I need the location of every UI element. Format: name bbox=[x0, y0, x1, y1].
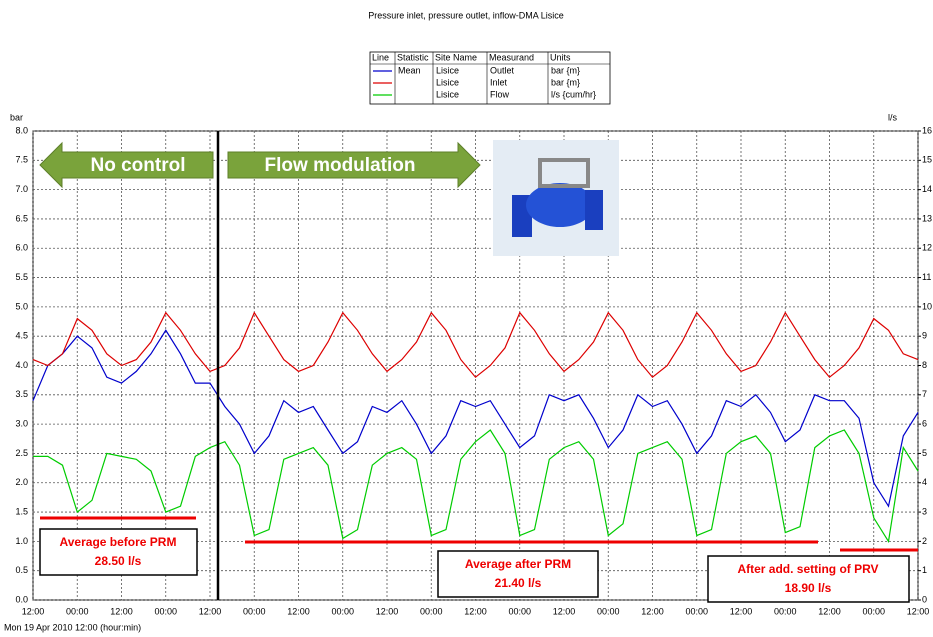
y-tick-label: 2.0 bbox=[15, 477, 28, 487]
y2-tick-label: 13 bbox=[922, 213, 932, 223]
y2-tick-label: 10 bbox=[922, 301, 932, 311]
x-tick-label: 12:00 bbox=[376, 606, 399, 616]
legend-header: Units bbox=[550, 52, 571, 62]
y-tick-label: 4.0 bbox=[15, 360, 28, 370]
x-tick-label: 12:00 bbox=[641, 606, 664, 616]
x-tick-label: 00:00 bbox=[331, 606, 354, 616]
legend-header: Site Name bbox=[435, 52, 477, 62]
annotation: 18.90 l/s bbox=[785, 581, 832, 595]
y-tick-label: 1.0 bbox=[15, 536, 28, 546]
y2-tick-label: 14 bbox=[922, 184, 932, 194]
y-tick-label: 6.0 bbox=[15, 243, 28, 253]
y2-tick-label: 15 bbox=[922, 155, 932, 165]
x-tick-label: 12:00 bbox=[818, 606, 841, 616]
arrow-label: No control bbox=[91, 155, 186, 176]
x-tick-label: 12:00 bbox=[553, 606, 576, 616]
x-tick-label: 00:00 bbox=[508, 606, 531, 616]
legend-header: Line bbox=[372, 52, 389, 62]
y-tick-label: 4.5 bbox=[15, 331, 28, 341]
legend-site: Lisice bbox=[436, 89, 459, 99]
valve-part bbox=[585, 190, 603, 230]
valve-part bbox=[526, 183, 594, 227]
x-tick-label: 00:00 bbox=[685, 606, 708, 616]
y-tick-label: 7.0 bbox=[15, 184, 28, 194]
decorations: No control Flow modulation Average befor… bbox=[40, 131, 918, 602]
x-tick-label: 00:00 bbox=[66, 606, 89, 616]
y-tick-label: 3.0 bbox=[15, 419, 28, 429]
legend: Line Statistic Site Name Measurand Units Mean… bbox=[370, 52, 610, 104]
page: {"chart_data": { "type": "line", "title"… bbox=[0, 0, 933, 637]
y2-axis-label: l/s bbox=[888, 112, 898, 122]
arrow-label: Flow modulation bbox=[265, 155, 416, 176]
y-tick-label: 0.5 bbox=[15, 565, 28, 575]
annotation: After add. setting of PRV bbox=[737, 562, 878, 576]
x-tick-label: 00:00 bbox=[154, 606, 177, 616]
y2-tick-label: 7 bbox=[922, 389, 927, 399]
legend-site: Lisice bbox=[436, 77, 459, 87]
y-axis-label: bar bbox=[10, 112, 23, 122]
y2-tick-label: 1 bbox=[922, 565, 927, 575]
legend-units: bar {m} bbox=[551, 65, 580, 75]
y-tick-label: 6.5 bbox=[15, 213, 28, 223]
legend-units: l/s {cum/hr} bbox=[551, 89, 596, 99]
y2-tick-label: 8 bbox=[922, 360, 927, 370]
annotation: Average after PRM bbox=[465, 557, 571, 571]
chart: Pressure inlet, pressure outlet, inflow-… bbox=[0, 0, 933, 637]
y2-tick-label: 5 bbox=[922, 448, 927, 458]
y-tick-label: 1.5 bbox=[15, 506, 28, 516]
y2-tick-label: 3 bbox=[922, 506, 927, 516]
legend-site: Lisice bbox=[436, 65, 459, 75]
x-tick-label: 00:00 bbox=[597, 606, 620, 616]
y2-tick-label: 9 bbox=[922, 331, 927, 341]
x-tick-label: 12:00 bbox=[110, 606, 133, 616]
y2-tick-label: 6 bbox=[922, 419, 927, 429]
x-tick-label: 12:00 bbox=[730, 606, 753, 616]
y2-tick-label: 11 bbox=[922, 272, 931, 282]
y-tick-label: 7.5 bbox=[15, 155, 28, 165]
legend-header: Statistic bbox=[397, 52, 429, 62]
x-axis-label: Mon 19 Apr 2010 12:00 (hour:min) bbox=[4, 622, 141, 632]
legend-entry: Outlet bbox=[490, 65, 515, 75]
annotation: Average before PRM bbox=[60, 535, 177, 549]
legend-units: bar {m} bbox=[551, 77, 580, 87]
x-tick-label: 12:00 bbox=[464, 606, 487, 616]
annotation: 28.50 l/s bbox=[95, 554, 142, 568]
chart-title: Pressure inlet, pressure outlet, inflow-… bbox=[368, 10, 564, 20]
y-tick-label: 5.5 bbox=[15, 272, 28, 282]
x-tick-label: 12:00 bbox=[22, 606, 45, 616]
x-tick-label: 12:00 bbox=[287, 606, 310, 616]
y-tick-label: 0.0 bbox=[15, 594, 28, 604]
x-tick-label: 00:00 bbox=[420, 606, 443, 616]
x-tick-label: 00:00 bbox=[862, 606, 885, 616]
legend-header: Measurand bbox=[489, 52, 534, 62]
x-tick-label: 00:00 bbox=[243, 606, 266, 616]
y-tick-label: 8.0 bbox=[15, 125, 28, 135]
y2-tick-label: 4 bbox=[922, 477, 927, 487]
y-tick-label: 3.5 bbox=[15, 389, 28, 399]
y-tick-label: 5.0 bbox=[15, 301, 28, 311]
y2-tick-label: 0 bbox=[922, 594, 927, 604]
legend-statistic: Mean bbox=[398, 65, 421, 75]
annotation: 21.40 l/s bbox=[495, 576, 542, 590]
y2-tick-label: 16 bbox=[922, 125, 932, 135]
x-tick-label: 12:00 bbox=[199, 606, 222, 616]
legend-entry: Inlet bbox=[490, 77, 508, 87]
y2-tick-label: 2 bbox=[922, 536, 927, 546]
legend-entry: Flow bbox=[490, 89, 510, 99]
x-tick-label: 12:00 bbox=[907, 606, 930, 616]
y-tick-label: 2.5 bbox=[15, 448, 28, 458]
y2-tick-label: 12 bbox=[922, 243, 932, 253]
x-tick-label: 00:00 bbox=[774, 606, 797, 616]
